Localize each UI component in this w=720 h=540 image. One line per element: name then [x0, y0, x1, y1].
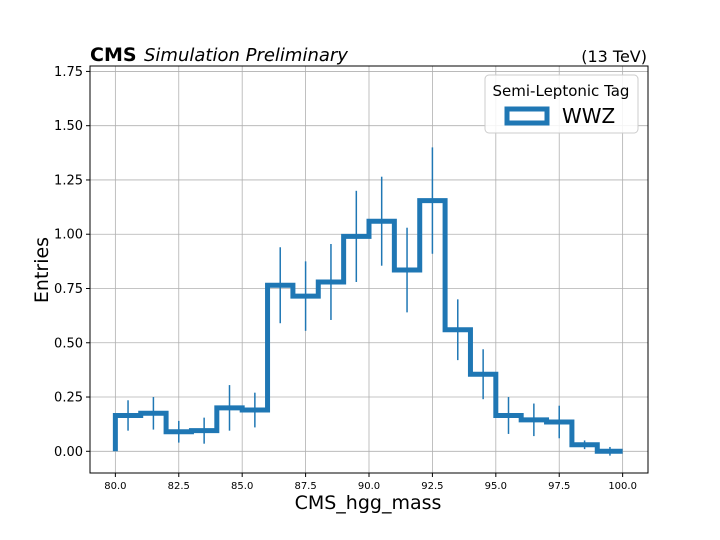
y-tick-label: 0.00 [54, 445, 83, 460]
y-tick-label: 0.75 [54, 282, 83, 297]
y-tick-label: 0.50 [54, 336, 83, 351]
legend-box [484, 74, 639, 134]
x-tick-label: 87.5 [294, 481, 316, 492]
x-tick-label: 80.0 [104, 481, 126, 492]
x-tick-label: 85.0 [231, 481, 253, 492]
y-tick-label: 0.25 [54, 391, 83, 406]
y-axis: 0.00 0.25 0.50 0.75 1.00 1.25 1.50 1.75 [54, 65, 90, 460]
x-axis: 80.0 82.5 85.0 87.5 90.0 92.5 95.0 97.5 100.0 [104, 473, 637, 492]
energy-label: (13 TeV) [581, 47, 647, 66]
y-tick-label: 1.00 [54, 228, 83, 243]
legend-swatch-wwz [504, 106, 550, 126]
y-tick-label: 1.25 [54, 173, 83, 188]
legend: Semi-Leptonic Tag WWZ [484, 74, 639, 134]
status-label: Simulation Preliminary [144, 45, 348, 66]
series-layer [112, 147, 623, 456]
y-tick-label: 1.50 [54, 119, 83, 134]
x-tick-label: 92.5 [421, 481, 443, 492]
x-axis-label: CMS_hgg_mass [295, 492, 442, 514]
x-tick-label: 100.0 [608, 481, 637, 492]
experiment-label: CMS [90, 44, 137, 66]
x-tick-label: 82.5 [168, 481, 190, 492]
x-tick-label: 95.0 [485, 481, 507, 492]
legend-title: Semi-Leptonic Tag [493, 82, 630, 100]
y-tick-label: 1.75 [54, 65, 83, 80]
y-axis-label: Entries [31, 237, 53, 303]
histogram-step-wwz [112, 198, 623, 454]
legend-entry-wwz: WWZ [562, 104, 615, 128]
x-tick-label: 90.0 [358, 481, 380, 492]
x-tick-label: 97.5 [548, 481, 570, 492]
